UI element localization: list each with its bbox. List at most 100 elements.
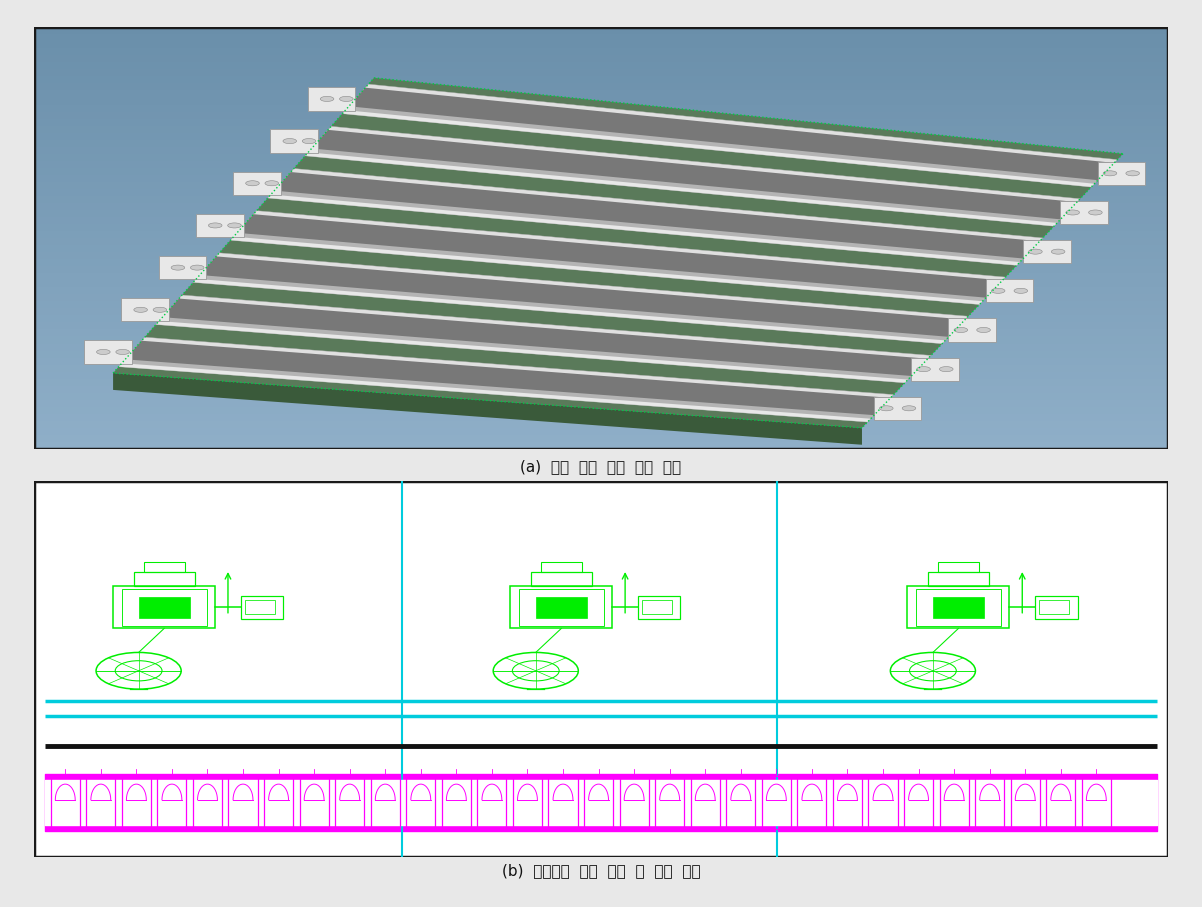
Bar	[477, 776, 506, 829]
Bar	[34, 63, 1168, 70]
Polygon shape	[119, 337, 893, 422]
Polygon shape	[194, 253, 969, 344]
Circle shape	[903, 405, 916, 411]
Bar	[34, 217, 1168, 224]
Bar	[975, 776, 1004, 829]
Circle shape	[264, 180, 279, 186]
Circle shape	[954, 327, 968, 333]
Bar	[655, 776, 684, 829]
Circle shape	[227, 223, 242, 228]
Text: (b)  블로우어  히터  형상  및  조립  설계: (b) 블로우어 히터 형상 및 조립 설계	[501, 863, 701, 879]
Bar	[34, 406, 1168, 414]
Bar	[87, 776, 115, 829]
Bar	[530, 572, 591, 586]
Bar	[938, 562, 978, 572]
Bar	[34, 301, 1168, 308]
Circle shape	[1103, 171, 1117, 176]
Bar	[34, 378, 1168, 385]
Bar	[536, 597, 587, 618]
Polygon shape	[156, 295, 932, 383]
Circle shape	[115, 349, 130, 355]
Polygon shape	[305, 149, 1060, 226]
Bar	[34, 27, 1168, 34]
Circle shape	[339, 96, 353, 102]
Bar	[34, 442, 1168, 449]
Circle shape	[96, 349, 111, 355]
Bar	[34, 175, 1168, 181]
Bar	[34, 280, 1168, 288]
Polygon shape	[231, 233, 986, 305]
Bar	[34, 350, 1168, 357]
Bar	[34, 428, 1168, 435]
Circle shape	[1066, 210, 1079, 215]
Circle shape	[1126, 171, 1139, 176]
Bar	[34, 153, 1168, 161]
Bar	[1040, 600, 1069, 614]
Bar	[34, 203, 1168, 210]
Bar	[34, 308, 1168, 316]
Bar	[144, 562, 185, 572]
Circle shape	[133, 307, 148, 312]
Bar	[34, 210, 1168, 217]
Bar	[121, 298, 169, 321]
Bar	[34, 259, 1168, 267]
Bar	[762, 776, 791, 829]
Bar	[513, 776, 542, 829]
Polygon shape	[345, 88, 1114, 184]
Polygon shape	[343, 84, 1118, 187]
Bar	[797, 776, 827, 829]
Bar	[113, 586, 215, 629]
Polygon shape	[343, 106, 1097, 187]
Bar	[34, 421, 1168, 428]
Bar	[1046, 776, 1076, 829]
Bar	[1035, 596, 1077, 619]
Bar	[34, 70, 1168, 76]
Bar	[1011, 776, 1040, 829]
Bar	[34, 161, 1168, 168]
Bar	[948, 318, 996, 342]
Bar	[584, 776, 613, 829]
Bar	[50, 776, 79, 829]
Circle shape	[245, 180, 260, 186]
Polygon shape	[119, 359, 874, 422]
Bar	[34, 147, 1168, 153]
Polygon shape	[268, 190, 1023, 266]
Bar	[874, 396, 922, 420]
Bar	[370, 776, 400, 829]
Bar	[34, 400, 1168, 406]
Bar	[34, 288, 1168, 294]
Bar	[34, 181, 1168, 189]
Bar	[519, 589, 603, 626]
Bar	[928, 572, 989, 586]
Bar	[245, 600, 275, 614]
Bar	[510, 586, 612, 629]
Bar	[157, 776, 186, 829]
Bar	[34, 414, 1168, 421]
Polygon shape	[270, 172, 1040, 262]
Bar	[335, 776, 364, 829]
Circle shape	[917, 366, 930, 372]
Bar	[34, 329, 1168, 336]
Polygon shape	[268, 169, 1043, 266]
Bar	[34, 55, 1168, 63]
Bar	[1097, 161, 1146, 185]
Bar	[34, 266, 1168, 273]
Bar	[642, 600, 672, 614]
Circle shape	[208, 223, 222, 228]
Bar	[34, 385, 1168, 393]
Bar	[833, 776, 862, 829]
Bar	[933, 597, 984, 618]
Circle shape	[880, 405, 893, 411]
Bar	[638, 596, 680, 619]
Bar	[868, 776, 898, 829]
Polygon shape	[121, 341, 891, 419]
Bar	[619, 776, 649, 829]
Bar	[299, 776, 328, 829]
Bar	[34, 104, 1168, 112]
Bar	[34, 140, 1168, 147]
Bar	[228, 776, 257, 829]
Bar	[34, 112, 1168, 119]
Bar	[34, 435, 1168, 442]
Bar	[34, 252, 1168, 259]
Circle shape	[977, 327, 990, 333]
